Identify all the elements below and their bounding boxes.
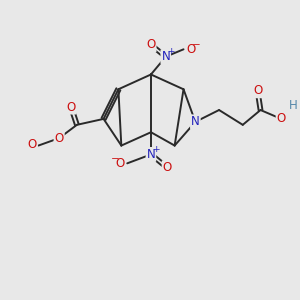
Text: −: − — [192, 40, 200, 50]
Text: +: + — [167, 47, 175, 56]
Text: O: O — [66, 100, 76, 114]
Text: −: − — [110, 154, 119, 164]
Text: N: N — [161, 50, 170, 63]
Text: O: O — [146, 38, 156, 51]
Text: N: N — [191, 116, 200, 128]
Text: O: O — [116, 157, 125, 170]
Text: +: + — [152, 145, 160, 154]
Text: O: O — [186, 43, 195, 56]
Text: O: O — [28, 139, 37, 152]
Text: H: H — [289, 99, 297, 112]
Text: N: N — [147, 148, 155, 161]
Text: O: O — [163, 161, 172, 174]
Text: O: O — [253, 84, 262, 97]
Text: O: O — [55, 132, 64, 145]
Text: O: O — [277, 112, 286, 125]
